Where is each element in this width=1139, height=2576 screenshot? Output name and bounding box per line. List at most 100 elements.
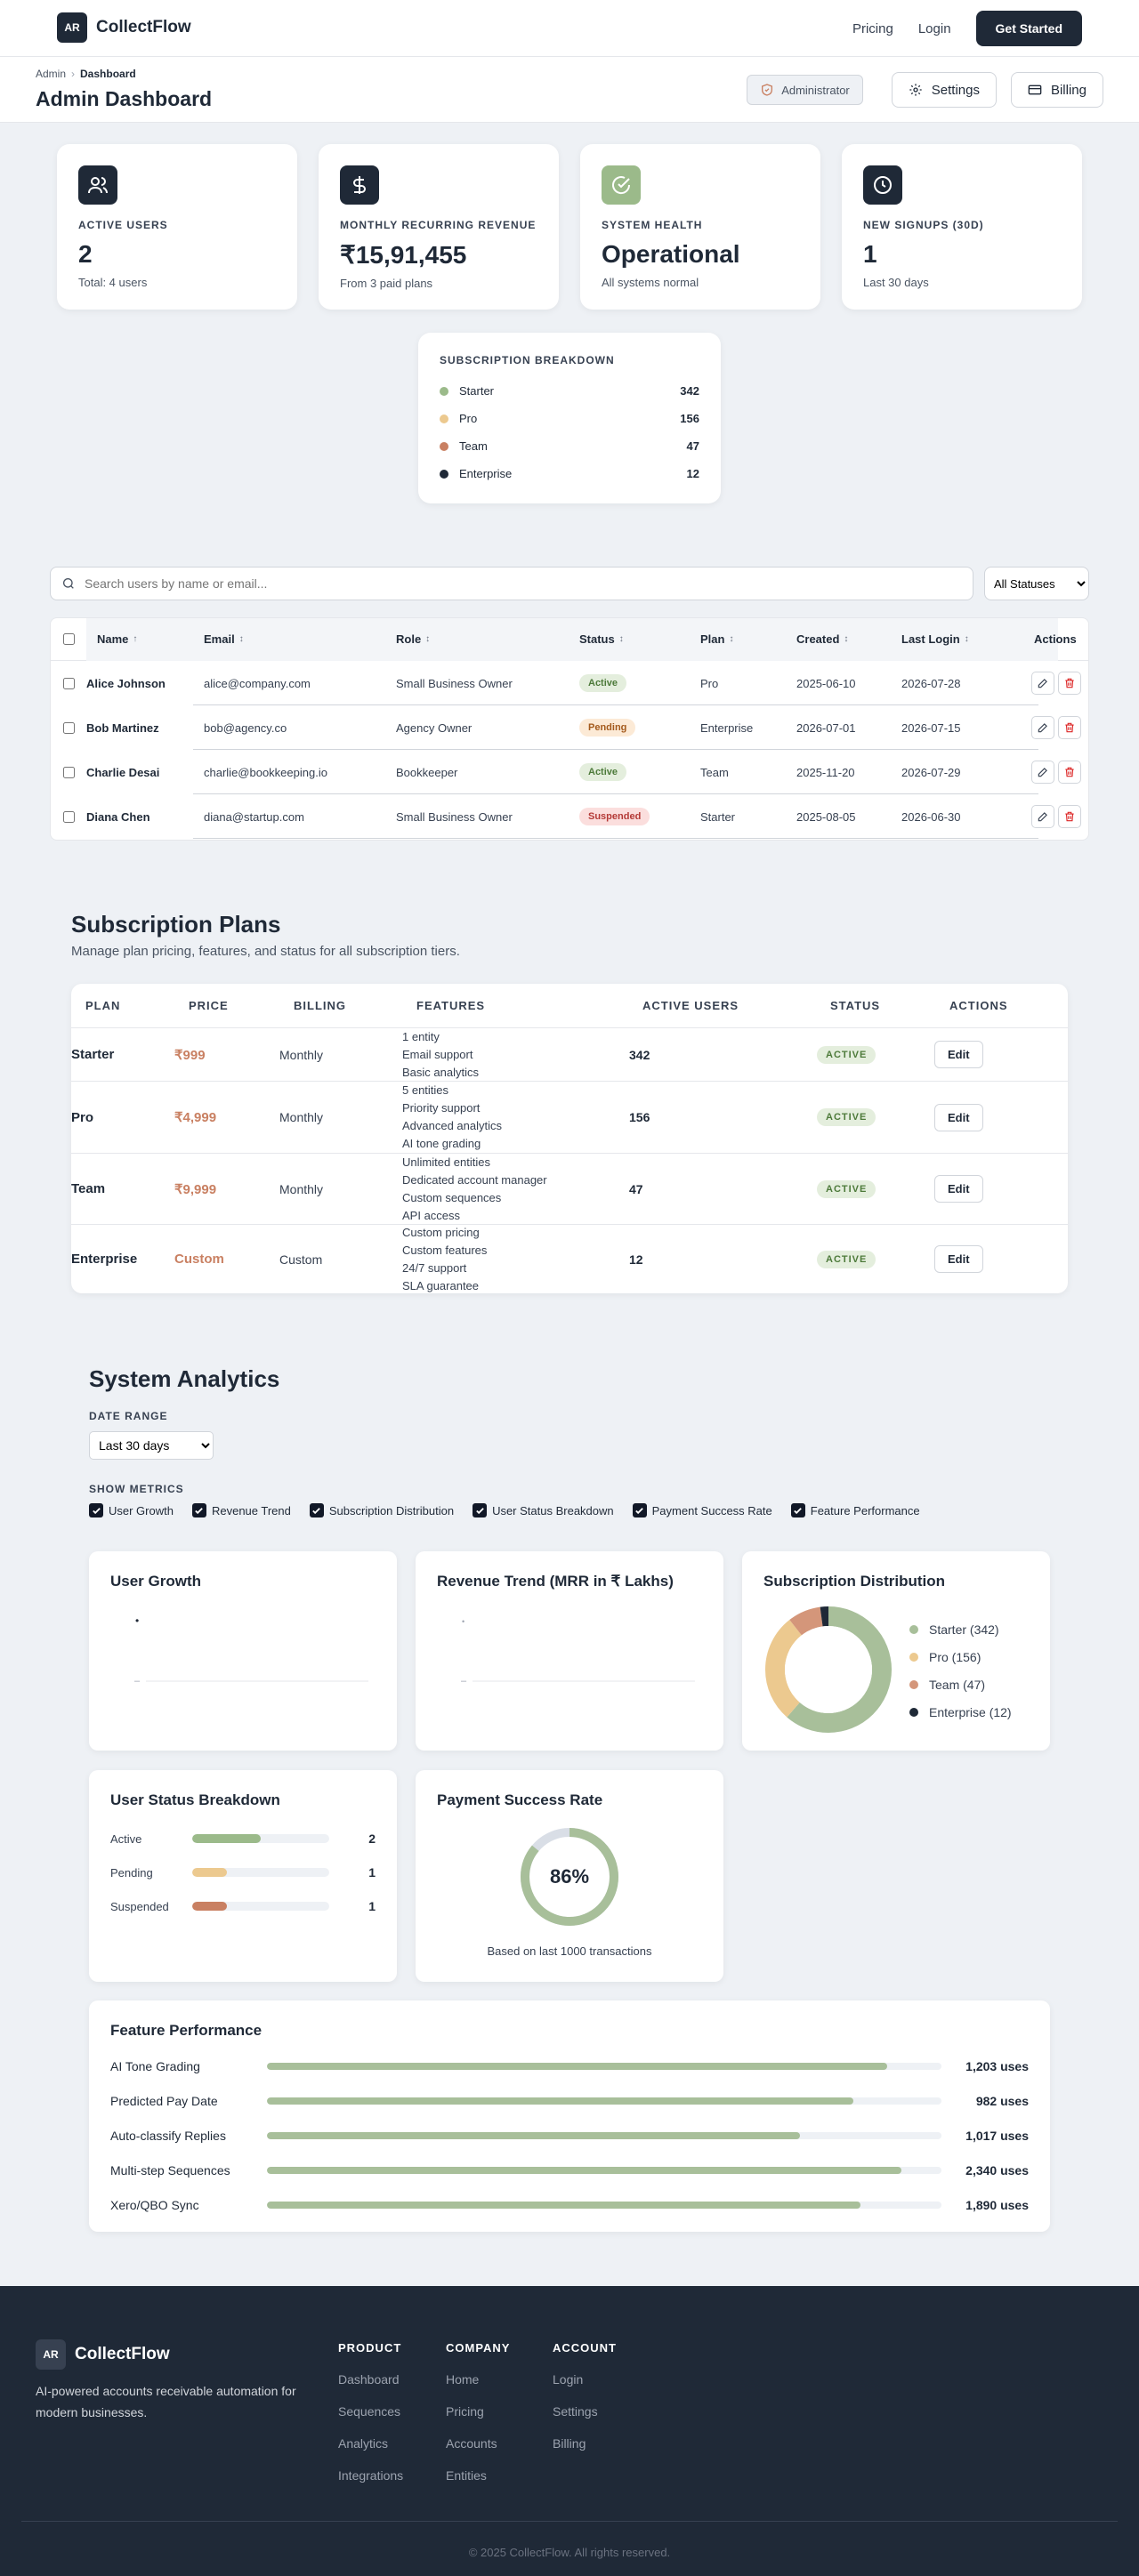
footer-brand[interactable]: AR CollectFlow bbox=[36, 2339, 170, 2370]
footer-link[interactable]: Entities bbox=[446, 2468, 487, 2483]
footer-link[interactable]: Pricing bbox=[446, 2404, 484, 2419]
nav-pricing-link[interactable]: Pricing bbox=[852, 20, 893, 36]
metric-toggle[interactable]: Payment Success Rate bbox=[632, 1503, 772, 1517]
checkbox-checked-icon[interactable] bbox=[191, 1503, 206, 1517]
sort-arrow: ↕ bbox=[844, 634, 849, 644]
table-row[interactable]: Diana Chen diana@startup.com Small Busines… bbox=[51, 794, 1088, 839]
col-role[interactable]: Role ↕ bbox=[396, 618, 430, 660]
metric-toggle[interactable]: Feature Performance bbox=[790, 1503, 920, 1517]
checkbox-checked-icon[interactable] bbox=[89, 1503, 103, 1517]
row-checkbox[interactable] bbox=[63, 810, 75, 823]
col-name[interactable]: Name ↑ bbox=[97, 618, 137, 660]
select-all-checkbox[interactable] bbox=[63, 633, 75, 645]
status-bar-track bbox=[192, 1902, 329, 1911]
delete-user-button[interactable] bbox=[1058, 672, 1081, 695]
delete-user-button[interactable] bbox=[1058, 716, 1081, 739]
footer-link[interactable]: Accounts bbox=[446, 2436, 497, 2451]
settings-button[interactable]: Settings bbox=[891, 72, 997, 108]
edit-user-button[interactable] bbox=[1031, 761, 1054, 784]
col-email[interactable]: Email ↕ bbox=[204, 618, 244, 660]
table-row[interactable]: Bob Martinez bob@agency.co Agency Owner Ent… bbox=[51, 705, 1088, 750]
footer-link[interactable]: Login bbox=[553, 2372, 584, 2387]
checkbox-checked-icon[interactable] bbox=[632, 1503, 647, 1517]
metric-toggle[interactable]: User Status Breakdown bbox=[473, 1503, 614, 1517]
col-status-label: Status bbox=[579, 632, 615, 646]
table-row[interactable]: Alice Johnson alice@company.com Small Busi… bbox=[51, 661, 1088, 705]
edit-plan-button[interactable]: Edit bbox=[934, 1245, 983, 1273]
breakdown-row: Team 47 bbox=[440, 432, 699, 460]
brand-logo[interactable]: AR CollectFlow bbox=[57, 12, 191, 43]
feature-item: Advanced analytics bbox=[402, 1119, 503, 1132]
cell-created: 2025-11-20 bbox=[796, 765, 855, 779]
breakdown-row: Enterprise 12 bbox=[440, 460, 699, 487]
edit-plan-button[interactable]: Edit bbox=[934, 1175, 983, 1203]
edit-plan-button[interactable]: Edit bbox=[934, 1103, 983, 1131]
edit-user-button[interactable] bbox=[1031, 805, 1054, 828]
subscription-legend: Starter (342) Pro (156) Team (47) Enterpris… bbox=[909, 1615, 1012, 1726]
status-count: 1 bbox=[368, 1865, 376, 1880]
metric-toggle[interactable]: Revenue Trend bbox=[191, 1503, 291, 1517]
feature-item: 24/7 support bbox=[402, 1260, 467, 1275]
footer-link[interactable]: Sequences bbox=[338, 2404, 401, 2419]
trash-icon bbox=[1065, 767, 1074, 777]
date-range-select[interactable]: Last 30 days bbox=[89, 1431, 214, 1460]
col-last-login[interactable]: Last Login ↕ bbox=[901, 618, 969, 660]
checkbox-checked-icon[interactable] bbox=[473, 1503, 488, 1517]
top-nav: AR CollectFlow Pricing Login Get Started bbox=[0, 0, 1139, 57]
stat-value: 1 bbox=[863, 240, 877, 268]
billing-button[interactable]: Billing bbox=[1010, 72, 1103, 108]
status-filter-select[interactable]: All Statuses bbox=[984, 567, 1089, 600]
feature-name: Multi-step Sequences bbox=[110, 2162, 230, 2178]
col-plan[interactable]: Plan ↕ bbox=[700, 618, 733, 660]
plan-name: Team bbox=[71, 1181, 106, 1196]
plan-price: ₹999 bbox=[174, 1047, 206, 1063]
trash-icon bbox=[1065, 678, 1074, 688]
feature-row: Auto-classify Replies 1,017 uses bbox=[110, 2118, 1029, 2153]
metric-toggle[interactable]: Subscription Distribution bbox=[309, 1503, 454, 1517]
plan-billing: Monthly bbox=[279, 1047, 324, 1062]
plan-features: 1 entity Email support Basic analytics bbox=[402, 1028, 479, 1081]
table-row[interactable]: Charlie Desai charlie@bookkeeping.io Bookk… bbox=[51, 750, 1088, 794]
user-search[interactable] bbox=[50, 567, 973, 600]
footer-link[interactable]: Settings bbox=[553, 2404, 598, 2419]
feature-uses: 1,890 uses bbox=[965, 2197, 1029, 2212]
status-name: Pending bbox=[110, 1865, 153, 1880]
edit-user-button[interactable] bbox=[1031, 716, 1054, 739]
delete-user-button[interactable] bbox=[1058, 805, 1081, 828]
col-status[interactable]: Status ↕ bbox=[579, 618, 624, 660]
checkbox-checked-icon[interactable] bbox=[309, 1503, 324, 1517]
plan-billing: Custom bbox=[279, 1252, 323, 1267]
footer-link[interactable]: Home bbox=[446, 2372, 480, 2387]
pencil-icon bbox=[1038, 768, 1047, 777]
y-tick-top: • bbox=[462, 1617, 464, 1626]
feature-item: Email support bbox=[402, 1047, 473, 1061]
checkbox-checked-icon[interactable] bbox=[790, 1503, 805, 1517]
col-created[interactable]: Created ↕ bbox=[796, 618, 848, 660]
cell-email: diana@startup.com bbox=[204, 809, 304, 824]
row-checkbox[interactable] bbox=[63, 677, 75, 689]
search-input[interactable] bbox=[85, 576, 957, 591]
footer-link[interactable]: Integrations bbox=[338, 2468, 404, 2483]
metric-toggle[interactable]: User Growth bbox=[89, 1503, 174, 1517]
row-checkbox[interactable] bbox=[63, 721, 75, 734]
legend-label: Team (47) bbox=[929, 1677, 986, 1692]
breadcrumb-admin[interactable]: Admin bbox=[36, 68, 67, 80]
edit-user-button[interactable] bbox=[1031, 672, 1054, 695]
col-active-users: ACTIVE USERS bbox=[642, 999, 739, 1012]
footer-link[interactable]: Billing bbox=[553, 2436, 586, 2451]
footer-link[interactable]: Analytics bbox=[338, 2436, 389, 2451]
breakdown-row: Starter 342 bbox=[440, 377, 699, 405]
feature-uses: 982 uses bbox=[975, 2093, 1029, 2108]
nav-login-link[interactable]: Login bbox=[917, 20, 951, 36]
feature-item: SLA guarantee bbox=[402, 1278, 480, 1292]
trash-icon bbox=[1065, 811, 1074, 822]
stat-card-mrr: MONTHLY RECURRING REVENUE ₹15,91,455 Fro… bbox=[319, 144, 559, 310]
status-badge: Active bbox=[579, 763, 627, 781]
cell-created: 2025-06-10 bbox=[796, 676, 856, 690]
delete-user-button[interactable] bbox=[1058, 761, 1081, 784]
get-started-button[interactable]: Get Started bbox=[975, 11, 1082, 46]
footer-link[interactable]: Dashboard bbox=[338, 2372, 400, 2387]
row-checkbox[interactable] bbox=[63, 766, 75, 778]
cell-created: 2026-07-01 bbox=[796, 720, 856, 735]
edit-plan-button[interactable]: Edit bbox=[934, 1041, 983, 1068]
